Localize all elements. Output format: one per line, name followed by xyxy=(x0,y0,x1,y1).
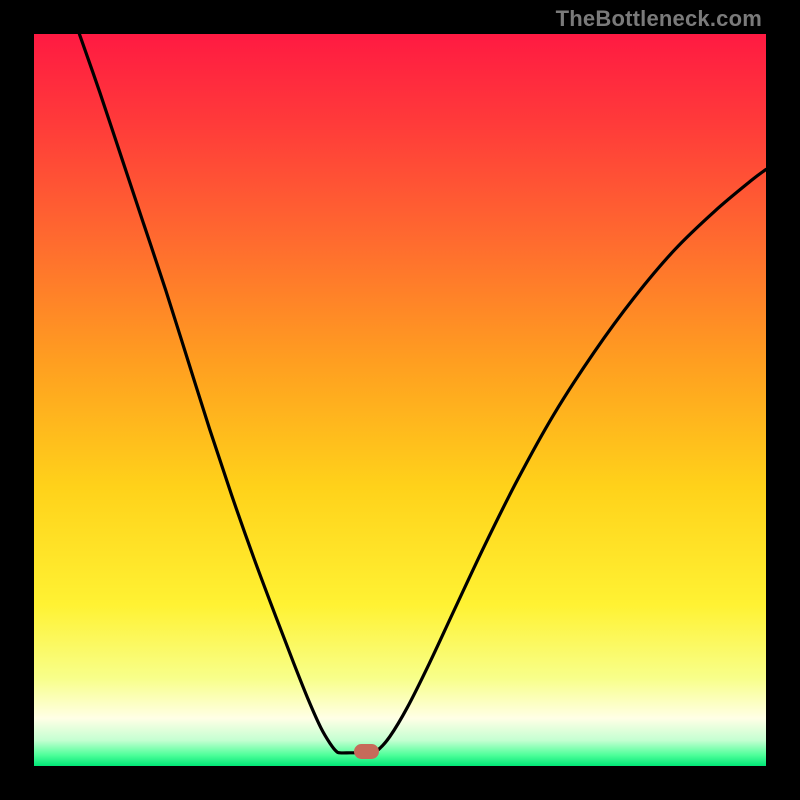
chart-frame: TheBottleneck.com xyxy=(0,0,800,800)
min-point-marker xyxy=(354,744,380,759)
gradient-background xyxy=(34,34,766,766)
chart-svg xyxy=(34,34,766,766)
frame-border-right xyxy=(766,0,800,800)
frame-border-bottom xyxy=(0,766,800,800)
plot-area xyxy=(34,34,766,766)
frame-border-left xyxy=(0,0,34,800)
watermark-text: TheBottleneck.com xyxy=(556,6,762,32)
